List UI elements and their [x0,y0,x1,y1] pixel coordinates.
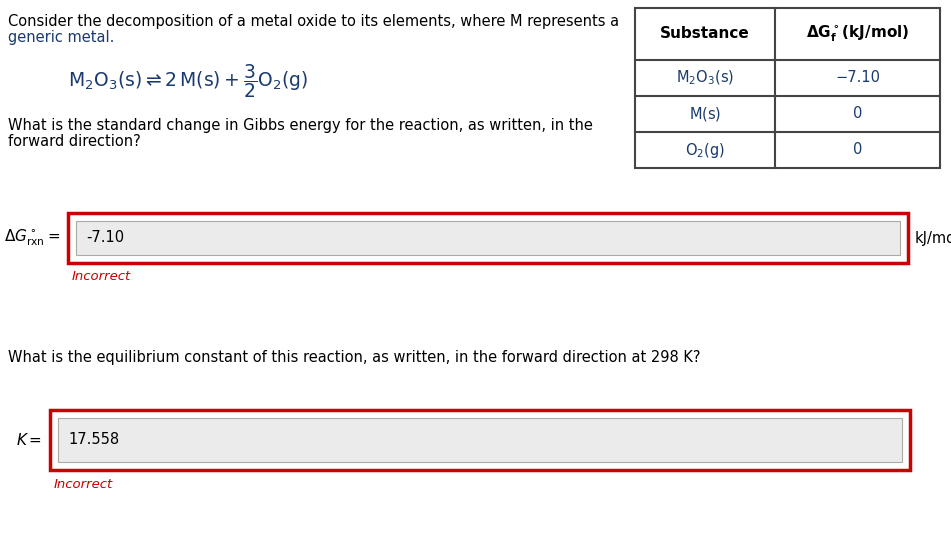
Bar [58,418,902,462]
Text: What is the standard change in Gibbs energy for the reaction, as written, in the: What is the standard change in Gibbs ene… [8,118,592,133]
Text: 0: 0 [853,143,863,157]
Text: $\mathrm{O_2(g)}$: $\mathrm{O_2(g)}$ [685,140,725,159]
Text: $\mathrm{M_2O_3(s)}\rightleftharpoons 2\,\mathrm{M(s)}+\dfrac{3}{2}\mathrm{O_2(g: $\mathrm{M_2O_3(s)}\rightleftharpoons 2\… [68,62,308,100]
Bar [76,221,900,255]
Text: $\mathrm{M(s)}$: $\mathrm{M(s)}$ [689,105,721,123]
Text: kJ/mol: kJ/mol [915,230,951,246]
Text: 0: 0 [853,106,863,122]
Text: forward direction?: forward direction? [8,134,141,149]
Text: Substance: Substance [660,27,750,41]
Text: −7.10: −7.10 [835,70,880,86]
Bar [50,410,910,470]
Text: -7.10: -7.10 [86,230,125,246]
Bar [68,213,908,263]
Text: Incorrect: Incorrect [54,478,113,491]
Text: $\mathbf{\Delta G^\circ_f}$(kJ/mol): $\mathbf{\Delta G^\circ_f}$(kJ/mol) [805,23,909,44]
Text: $K =$: $K =$ [16,432,42,448]
Text: Consider the decomposition of a metal oxide to its elements, where M represents : Consider the decomposition of a metal ox… [8,14,619,29]
Text: What is the equilibrium constant of this reaction, as written, in the forward di: What is the equilibrium constant of this… [8,350,701,365]
Text: generic metal.: generic metal. [8,30,114,45]
Text: Incorrect: Incorrect [72,270,131,283]
Text: $\Delta G^\circ_{\mathrm{rxn}} =$: $\Delta G^\circ_{\mathrm{rxn}} =$ [4,228,60,248]
Text: 17.558: 17.558 [68,432,119,448]
Text: $\mathrm{M_2O_3(s)}$: $\mathrm{M_2O_3(s)}$ [676,69,734,87]
Bar [635,8,940,168]
